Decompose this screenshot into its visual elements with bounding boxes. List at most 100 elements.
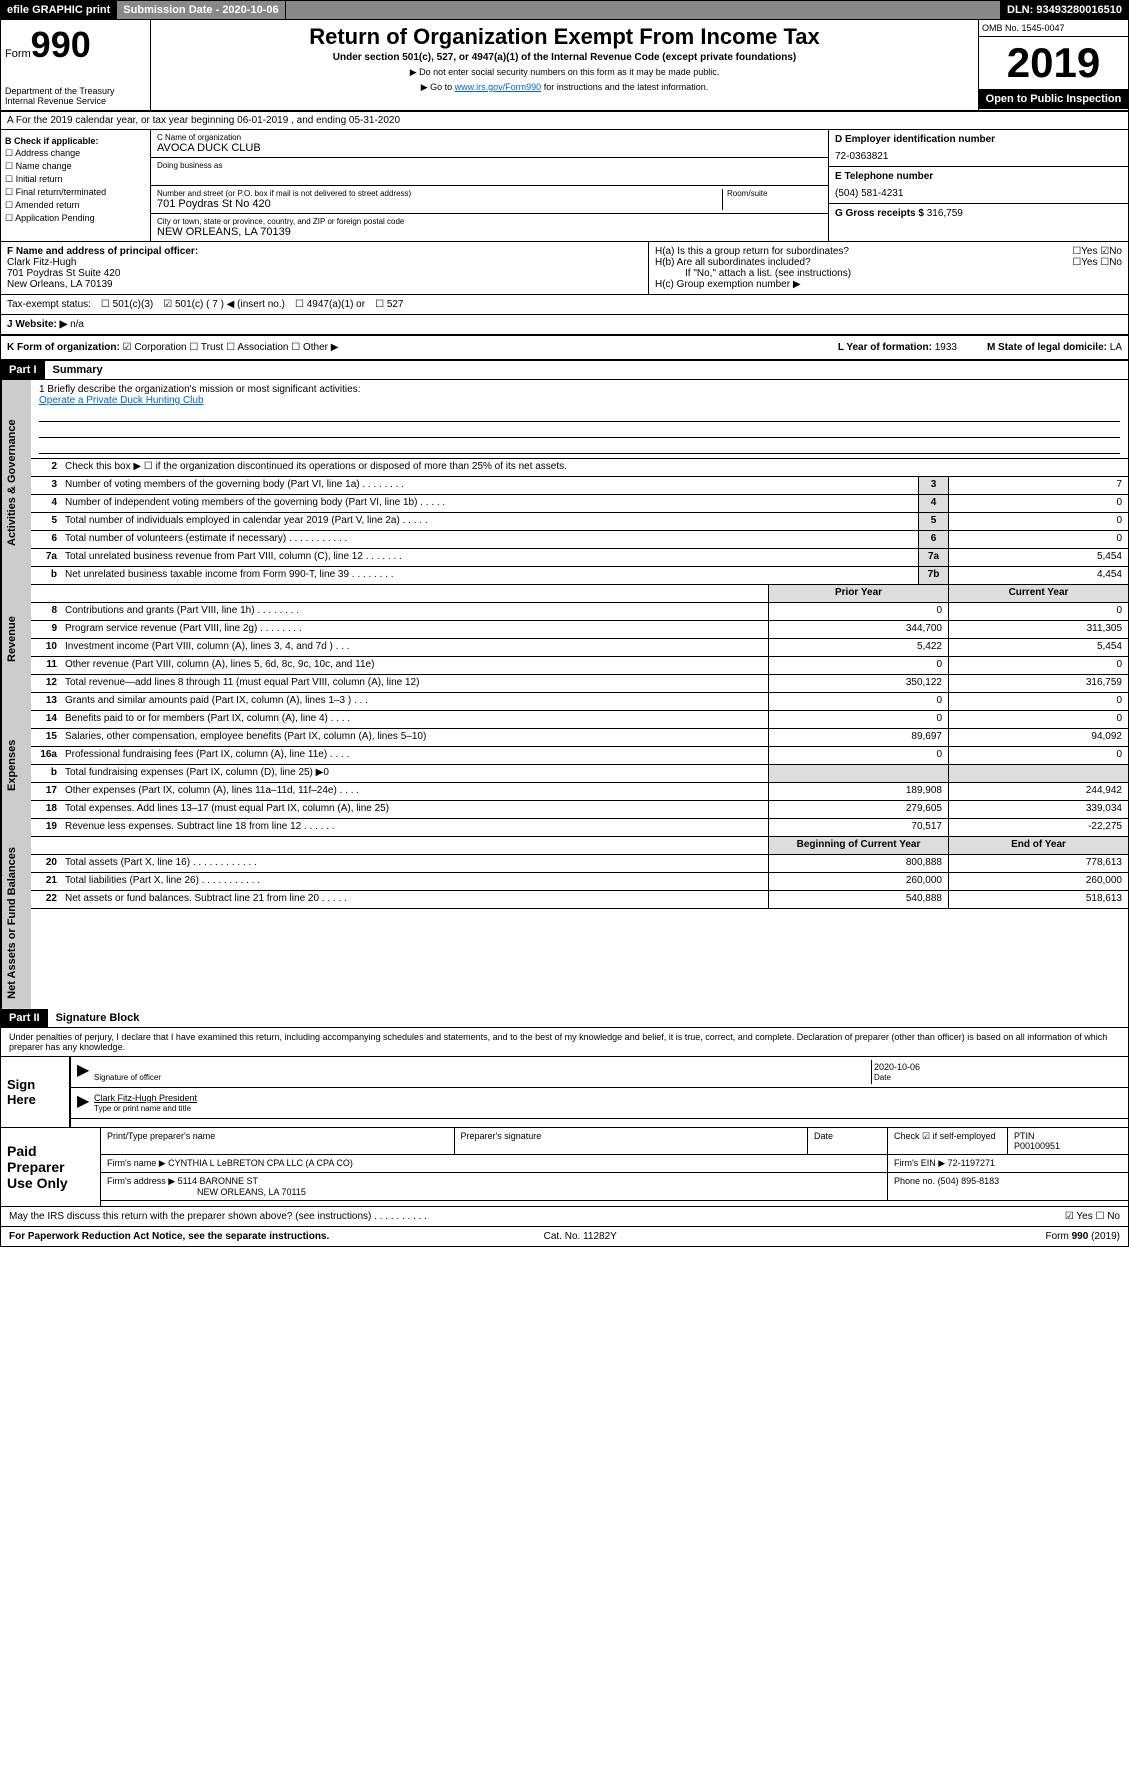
signature-declaration: Under penalties of perjury, I declare th… — [1, 1028, 1128, 1056]
firm-addr: 5114 BARONNE ST — [178, 1176, 258, 1186]
officer-addr1: 701 Poydras St Suite 420 — [7, 268, 642, 279]
submission-date: Submission Date - 2020-10-06 — [117, 1, 285, 19]
website-label: J Website: ▶ — [7, 319, 67, 330]
line14-desc: Benefits paid to or for members (Part IX… — [61, 711, 768, 728]
firm-phone: (504) 895-8183 — [938, 1176, 1000, 1186]
sign-here-label: Sign Here — [1, 1057, 71, 1127]
line7b-val: 4,454 — [948, 567, 1128, 584]
line13-c: 0 — [948, 693, 1128, 710]
footer-cat: Cat. No. 11282Y — [544, 1231, 617, 1242]
phone: (504) 581-4231 — [835, 188, 1122, 199]
sig-date: 2020-10-06 — [874, 1062, 920, 1072]
website-value: n/a — [70, 319, 84, 330]
period-row: A For the 2019 calendar year, or tax yea… — [1, 112, 1128, 130]
firm-addr-label: Firm's address ▶ — [107, 1176, 175, 1186]
line16a-desc: Professional fundraising fees (Part IX, … — [61, 747, 768, 764]
check-address: ☐ Address change — [5, 148, 146, 159]
officer-name: Clark Fitz-Hugh — [7, 257, 642, 268]
line22-p: 540,888 — [768, 891, 948, 908]
tax-status-row: Tax-exempt status: ☐ 501(c)(3) ☑ 501(c) … — [1, 295, 1128, 315]
group-hb-note: If "No," attach a list. (see instruction… — [655, 268, 1122, 279]
line17-c: 244,942 — [948, 783, 1128, 800]
note-ssn: ▶ Do not enter social security numbers o… — [159, 67, 970, 78]
ptin-label: PTIN — [1014, 1131, 1035, 1141]
name-label: C Name of organization — [157, 133, 822, 142]
line3-desc: Number of voting members of the governin… — [61, 477, 918, 494]
group-ha: H(a) Is this a group return for subordin… — [655, 246, 1122, 257]
group-hc: H(c) Group exemption number ▶ — [655, 279, 1122, 290]
officer-label: F Name and address of principal officer: — [7, 246, 642, 257]
line19-p: 70,517 — [768, 819, 948, 836]
status-501c3: ☐ 501(c)(3) — [101, 299, 153, 310]
form-prefix: Form — [5, 48, 31, 60]
line8-desc: Contributions and grants (Part VIII, lin… — [61, 603, 768, 620]
line4-val: 0 — [948, 495, 1128, 512]
line18-desc: Total expenses. Add lines 13–17 (must eq… — [61, 801, 768, 818]
firm-name-label: Firm's name ▶ — [107, 1158, 166, 1168]
officer-group-row: F Name and address of principal officer:… — [1, 242, 1128, 295]
line12-p: 350,122 — [768, 675, 948, 692]
line6-desc: Total number of volunteers (estimate if … — [61, 531, 918, 548]
state-domicile: M State of legal domicile: LA — [987, 342, 1122, 353]
line15-desc: Salaries, other compensation, employee b… — [61, 729, 768, 746]
line17-desc: Other expenses (Part IX, column (A), lin… — [61, 783, 768, 800]
line14-p: 0 — [768, 711, 948, 728]
line15-c: 94,092 — [948, 729, 1128, 746]
line22-desc: Net assets or fund balances. Subtract li… — [61, 891, 768, 908]
tax-year: 2019 — [979, 37, 1128, 89]
prep-date-label: Date — [808, 1128, 888, 1154]
line8-c: 0 — [948, 603, 1128, 620]
firm-ein: 72-1197271 — [948, 1158, 995, 1168]
status-527: ☐ 527 — [375, 299, 403, 310]
gross-receipts: 316,759 — [927, 208, 963, 219]
hdr-beginning: Beginning of Current Year — [768, 837, 948, 854]
mission-answer: Operate a Private Duck Hunting Club — [39, 395, 1120, 406]
sig-name-label: Type or print name and title — [94, 1104, 191, 1113]
website-row: J Website: ▶ n/a — [1, 315, 1128, 336]
status-4947: ☐ 4947(a)(1) or — [295, 299, 365, 310]
line10-p: 5,422 — [768, 639, 948, 656]
addr-label: Number and street (or P.O. box if mail i… — [157, 189, 722, 198]
ein-label: D Employer identification number — [835, 134, 1122, 145]
firm-ein-label: Firm's EIN ▶ — [894, 1158, 945, 1168]
line13-p: 0 — [768, 693, 948, 710]
mission-block: 1 Briefly describe the organization's mi… — [31, 380, 1128, 459]
line12-desc: Total revenue—add lines 8 through 11 (mu… — [61, 675, 768, 692]
sig-date-label: Date — [874, 1073, 891, 1082]
room-label: Room/suite — [727, 189, 822, 198]
line18-p: 279,605 — [768, 801, 948, 818]
line10-desc: Investment income (Part VIII, column (A)… — [61, 639, 768, 656]
gross-label: G Gross receipts $ — [835, 208, 924, 219]
line16a-c: 0 — [948, 747, 1128, 764]
line10-c: 5,454 — [948, 639, 1128, 656]
topbar: efile GRAPHIC print Submission Date - 20… — [1, 1, 1128, 20]
ptin: P00100951 — [1014, 1141, 1060, 1151]
note-link: ▶ Go to www.irs.gov/Form990 for instruct… — [159, 82, 970, 93]
line17-p: 189,908 — [768, 783, 948, 800]
mission-question: 1 Briefly describe the organization's mi… — [39, 384, 1120, 395]
sign-here-block: Sign Here ▶Signature of officer2020-10-0… — [1, 1056, 1128, 1127]
line9-c: 311,305 — [948, 621, 1128, 638]
check-name: ☐ Name change — [5, 161, 146, 172]
firm-addr2: NEW ORLEANS, LA 70115 — [107, 1187, 306, 1197]
form-number: 990 — [31, 24, 91, 65]
efile-label[interactable]: efile GRAPHIC print — [1, 1, 117, 19]
line16b-desc: Total fundraising expenses (Part IX, col… — [61, 765, 768, 782]
dba-label: Doing business as — [157, 161, 822, 170]
side-net-assets: Net Assets or Fund Balances — [1, 837, 31, 1009]
check-final: ☐ Final return/terminated — [5, 187, 146, 198]
line21-desc: Total liabilities (Part X, line 26) . . … — [61, 873, 768, 890]
city-label: City or town, state or province, country… — [157, 217, 822, 226]
irs-link[interactable]: www.irs.gov/Form990 — [455, 82, 542, 92]
line9-p: 344,700 — [768, 621, 948, 638]
line4-desc: Number of independent voting members of … — [61, 495, 918, 512]
ein: 72-0363821 — [835, 151, 1122, 162]
line20-p: 800,888 — [768, 855, 948, 872]
check-amended: ☐ Amended return — [5, 200, 146, 211]
line3-val: 7 — [948, 477, 1128, 494]
line8-p: 0 — [768, 603, 948, 620]
line13-desc: Grants and similar amounts paid (Part IX… — [61, 693, 768, 710]
group-hb: H(b) Are all subordinates included? ☐Yes… — [655, 257, 1122, 268]
line5-desc: Total number of individuals employed in … — [61, 513, 918, 530]
form-title: Return of Organization Exempt From Incom… — [159, 24, 970, 50]
